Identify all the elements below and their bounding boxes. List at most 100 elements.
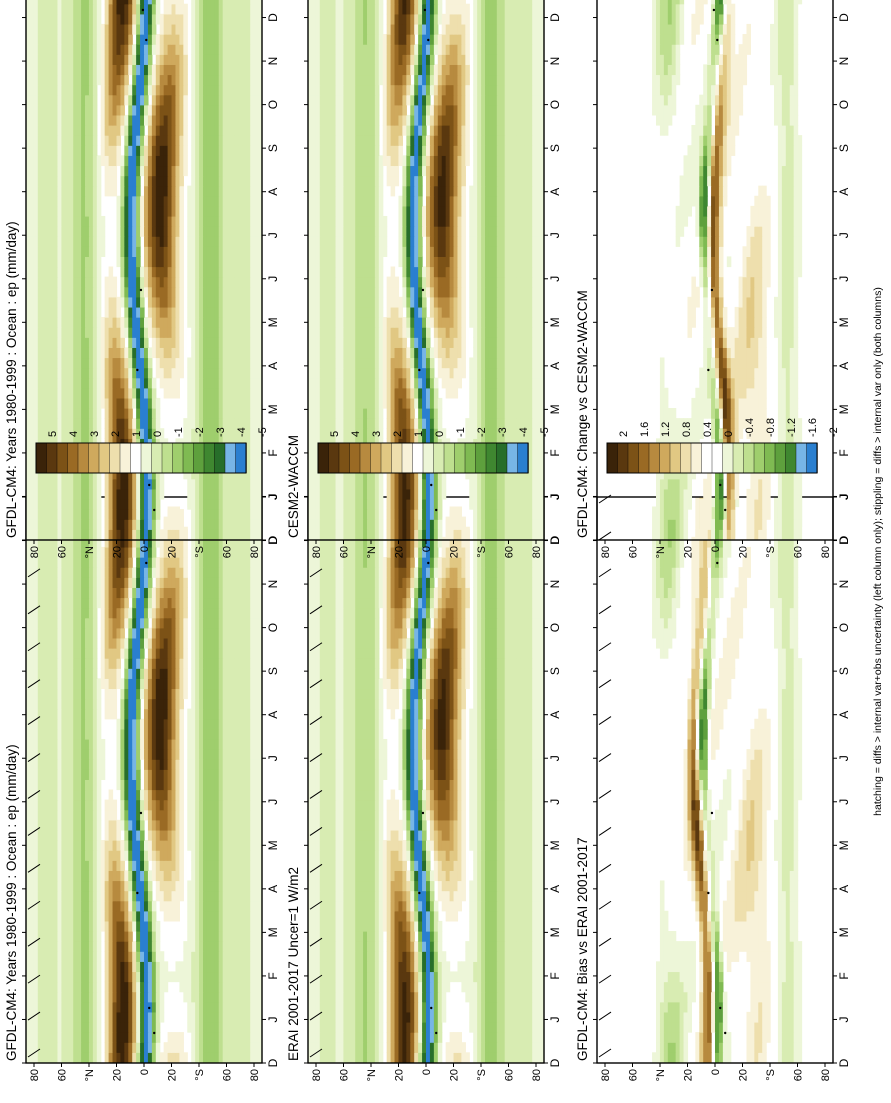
month-tick-label: M	[266, 404, 280, 414]
colorbar-tick-label: -2	[828, 427, 840, 437]
colorbar-tick-label: 4	[350, 431, 362, 437]
month-tick-label: D	[266, 535, 280, 544]
month-tick-label: J	[837, 1016, 851, 1022]
colorbar-swatch	[454, 442, 466, 474]
month-tick-label: N	[266, 57, 280, 66]
latitude-tick-label: 20	[449, 546, 461, 558]
month-tick-label: O	[266, 100, 280, 109]
colorbar-tick-label: -4	[518, 427, 530, 437]
colorbar-swatch	[785, 442, 797, 474]
colorbar-swatch	[669, 442, 682, 474]
month-tick-label: F	[548, 972, 562, 979]
latitude-tick-label: °S	[194, 546, 206, 558]
month-tick-label: J	[266, 494, 280, 500]
colorbar-tick-label: 5	[47, 431, 59, 437]
month-tick-label: N	[548, 57, 562, 66]
colorbar-swatch	[349, 442, 361, 474]
month-tick-label: D	[837, 536, 851, 545]
colorbar-swatch	[412, 442, 424, 474]
month-tick-label: O	[266, 623, 280, 632]
colorbar-tick-label: 3	[89, 431, 101, 437]
panel-title: GFDL-CM4: Years 1980-1999 : Ocean : ep (…	[4, 744, 19, 1061]
colorbar-tick-label: -0.4	[744, 418, 756, 437]
latitude-tick-label: 80	[29, 1069, 41, 1081]
latitude-tick-label: °S	[476, 1069, 488, 1081]
colorbar-swatch	[443, 442, 456, 474]
month-tick-label: O	[837, 623, 851, 632]
latitude-tick-label: 80	[600, 546, 612, 558]
colorbar-swatch	[328, 442, 340, 474]
latitude-tick-label: 0	[421, 1069, 433, 1075]
stippling	[418, 8, 438, 512]
latitude-tick-label: 60	[628, 1069, 640, 1081]
colorbar-swatch	[464, 442, 477, 474]
month-tick-label: J	[266, 1016, 280, 1022]
month-tick-label: M	[266, 840, 280, 850]
latitude-tick-label: 20	[738, 546, 750, 558]
month-tick-label: O	[548, 100, 562, 109]
colorbar-swatch	[161, 442, 174, 474]
colorbar-tick-label: -1.2	[786, 418, 798, 437]
colorbar-swatch	[151, 442, 163, 474]
colorbar-swatch	[193, 442, 205, 474]
month-tick-label: J	[548, 276, 562, 282]
latitude-tick-label: 0	[139, 1069, 151, 1075]
colorbar-swatch	[338, 442, 351, 474]
colorbar-swatch	[214, 442, 226, 474]
month-tick-label: S	[548, 667, 562, 675]
latitude-tick-label: 60	[339, 1069, 351, 1081]
colorbar-tick-label: 5	[329, 431, 341, 437]
month-tick-label: J	[548, 232, 562, 238]
colorbar-swatch	[422, 442, 435, 474]
latitude-tick-label: 60	[628, 546, 640, 558]
colorbar-swatch	[56, 442, 69, 474]
month-tick-label: M	[548, 317, 562, 327]
colorbar-swatch	[88, 442, 100, 474]
colorbar-tick-label: -1.6	[807, 418, 819, 437]
colorbar-swatch	[98, 442, 111, 474]
colorbar-tick-label: -2	[194, 427, 206, 437]
colorbar-swatch	[182, 442, 195, 474]
month-tick-label: N	[837, 57, 851, 66]
latitude-tick-label: 80	[820, 546, 832, 558]
latitude-tick-label: °N	[366, 1069, 378, 1081]
month-tick-label: J	[548, 799, 562, 805]
month-tick-label: O	[837, 100, 851, 109]
month-tick-label: D	[837, 13, 851, 22]
colorbar-swatch	[680, 442, 692, 474]
colorbar-tick-label: 1.6	[639, 422, 651, 437]
month-tick-label: J	[548, 755, 562, 761]
colorbar-tick-label: 3	[371, 431, 383, 437]
month-tick-label: A	[548, 885, 562, 893]
latitude-tick-label: 60	[793, 1069, 805, 1081]
colorbar-swatch	[380, 442, 393, 474]
latitude-tick-label: 80	[29, 546, 41, 558]
colorbar-tick-label: 4	[68, 431, 80, 437]
colorbar-swatch	[774, 442, 787, 474]
latitude-tick-label: 80	[249, 1069, 261, 1081]
colorbar-swatch	[67, 442, 79, 474]
month-tick-label: M	[837, 927, 851, 937]
month-tick-label: J	[548, 1016, 562, 1022]
colorbar-precip: 5 4 3 2 1 0 -1 -2 -3 -4 -5	[317, 403, 551, 474]
month-tick-label: J	[837, 799, 851, 805]
colorbar-tick-label: 0	[434, 431, 446, 437]
latitude-tick-label: 80	[311, 1069, 323, 1081]
colorbar-swatch	[753, 442, 766, 474]
latitude-tick-label: 20	[738, 1069, 750, 1081]
month-tick-label: J	[266, 493, 280, 499]
month-tick-label: S	[548, 144, 562, 152]
month-tick-label: A	[266, 711, 280, 719]
latitude-tick-label: 60	[793, 546, 805, 558]
month-tick-label: D	[837, 1058, 851, 1067]
month-tick-label: D	[548, 1058, 562, 1067]
month-tick-label: S	[266, 144, 280, 152]
colorbar-swatch	[701, 442, 713, 474]
panel-title: GFDL-CM4: Change vs CESM2-WACCM	[575, 290, 590, 538]
latitude-tick-label: 60	[57, 1069, 69, 1081]
